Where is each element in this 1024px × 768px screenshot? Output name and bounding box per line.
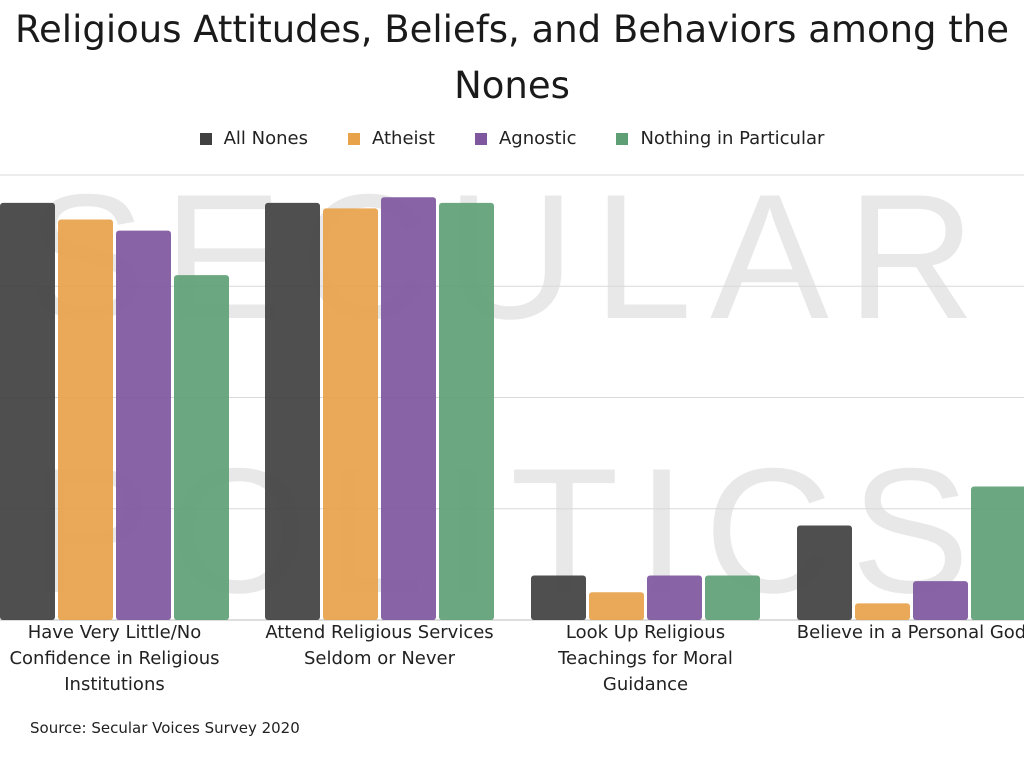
- legend-swatch: [199, 132, 212, 145]
- bar: [439, 202, 494, 620]
- bar: [174, 275, 229, 620]
- bar: [381, 197, 436, 620]
- bar: [0, 202, 55, 620]
- bar: [265, 202, 320, 620]
- legend-label: All Nones: [223, 128, 308, 149]
- legend: All Nones Atheist Agnostic Nothing in Parti…: [0, 128, 1024, 149]
- legend-swatch: [616, 132, 629, 145]
- legend-label: Atheist: [371, 128, 435, 149]
- legend-item: Agnostic: [474, 128, 577, 149]
- legend-item: Atheist: [347, 128, 435, 149]
- bar: [116, 230, 171, 620]
- bar-layer: [0, 197, 1024, 620]
- bar: [589, 592, 644, 620]
- legend-item: All Nones: [199, 128, 308, 149]
- bar: [971, 486, 1024, 620]
- bar: [855, 603, 910, 620]
- legend-item: Nothing in Particular: [616, 128, 824, 149]
- legend-swatch: [347, 132, 360, 145]
- bar: [797, 525, 852, 620]
- x-tick-label: Look Up Religious Teachings for Moral Gu…: [558, 622, 733, 695]
- x-tick-label: Attend Religious Services Seldom or Neve…: [265, 622, 494, 669]
- bar: [531, 575, 586, 620]
- x-tick-label: Have Very Little/No Confidence in Religi…: [9, 622, 220, 695]
- bar: [705, 575, 760, 620]
- source-note: Source: Secular Voices Survey 2020: [30, 719, 300, 737]
- legend-label: Nothing in Particular: [640, 128, 825, 149]
- bar: [647, 575, 702, 620]
- bar: [58, 219, 113, 620]
- x-tick-label: Believe in a Personal God: [796, 622, 1024, 643]
- bar: [323, 208, 378, 620]
- legend-label: Agnostic: [498, 128, 577, 149]
- chart-title: Religious Attitudes, Beliefs, and Behavi…: [15, 8, 1009, 107]
- legend-swatch: [474, 132, 487, 145]
- bar: [913, 581, 968, 620]
